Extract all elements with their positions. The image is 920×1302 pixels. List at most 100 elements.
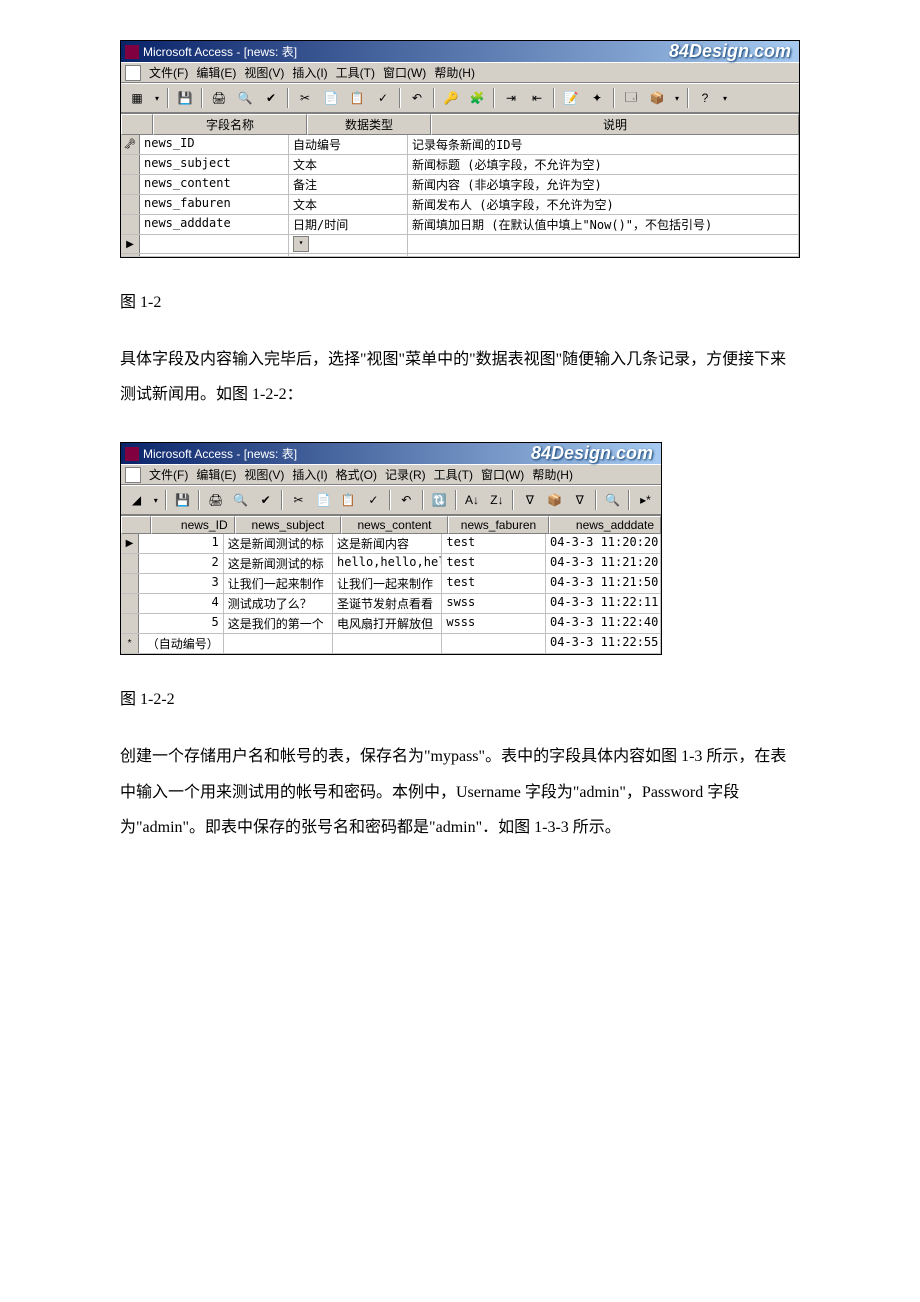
cell-type[interactable] (289, 254, 408, 256)
cell-desc[interactable] (408, 235, 799, 253)
tb-cut-icon[interactable]: ✂ (287, 488, 310, 512)
cell-date[interactable]: 04-3-3 11:20:20 (546, 534, 661, 553)
menu-records[interactable]: 记录(R) (385, 466, 426, 483)
cell-type[interactable]: 日期/时间 (289, 215, 408, 234)
cell-content[interactable]: 电风扇打开解放但 (333, 614, 442, 633)
cell-type[interactable]: 文本 (289, 195, 408, 214)
table-row[interactable]: news_adddate日期/时间新闻填加日期 (在默认值中填上"Now()"，… (121, 215, 799, 235)
tb-help-icon[interactable]: ? (693, 86, 717, 110)
cell-type[interactable]: 文本 (289, 155, 408, 174)
tb-spell-icon[interactable]: ✔ (259, 86, 283, 110)
tb-view-icon[interactable]: ▦ (125, 86, 149, 110)
cell-desc[interactable]: 新闻标题 (必填字段，不允许为空) (408, 155, 799, 174)
cell-id[interactable]: 3 (139, 574, 224, 593)
cell-subject[interactable]: 这是我们的第一个 (224, 614, 333, 633)
tb-view-drop[interactable]: ▾ (151, 86, 163, 110)
cell-id[interactable]: 1 (139, 534, 224, 553)
tb-sort-asc-icon[interactable]: A↓ (461, 488, 484, 512)
cell-content[interactable] (333, 634, 442, 653)
tb-key-icon[interactable]: 🔑 (439, 86, 463, 110)
table-row[interactable]: 4测试成功了么？圣诞节发射点看看swss04-3-3 11:22:11 (121, 594, 661, 614)
table-row[interactable]: 🗝news_ID自动编号记录每条新闻的ID号 (121, 135, 799, 155)
col-news-content[interactable]: news_content (341, 516, 448, 534)
cell-faburen[interactable]: test (442, 574, 546, 593)
cell-faburen[interactable] (442, 634, 546, 653)
tb-find-icon[interactable]: 🔍 (601, 488, 624, 512)
tb-goto-new-icon[interactable]: ▸* (634, 488, 657, 512)
cell-type[interactable]: 备注 (289, 175, 408, 194)
tb-format-icon[interactable]: ✓ (362, 488, 385, 512)
tb-filter-sel-icon[interactable]: ∇ (518, 488, 541, 512)
cell-faburen[interactable]: swss (442, 594, 546, 613)
row-selector[interactable]: * (121, 634, 139, 653)
table-row[interactable]: 5这是我们的第一个电风扇打开解放但wsss04-3-3 11:22:40 (121, 614, 661, 634)
tb-spell-icon[interactable]: ✔ (254, 488, 277, 512)
menu-file[interactable]: 文件(F) (149, 466, 188, 483)
tb-print-icon[interactable]: 🖨 (204, 488, 227, 512)
cell-date[interactable]: 04-3-3 11:21:20 (546, 554, 661, 573)
cell-subject[interactable]: 这是新闻测试的标 (224, 534, 333, 553)
menu-view[interactable]: 视图(V) (244, 466, 284, 483)
cell-name[interactable]: news_content (140, 175, 289, 194)
table-row[interactable]: news_subject文本新闻标题 (必填字段，不允许为空) (121, 155, 799, 175)
tb-view-icon[interactable]: ◢ (125, 488, 148, 512)
cell-id[interactable]: 2 (139, 554, 224, 573)
table-row[interactable]: 3让我们一起来制作让我们一起来制作test04-3-3 11:21:50 (121, 574, 661, 594)
row-selector[interactable] (121, 215, 140, 234)
dropdown-arrow-icon[interactable]: ▾ (293, 236, 309, 252)
table-row[interactable]: ▶1这是新闻测试的标这是新闻内容test04-3-3 11:20:20 (121, 534, 661, 554)
col-news-adddate[interactable]: news_adddate (549, 516, 661, 534)
cell-id[interactable]: 5 (139, 614, 224, 633)
cell-faburen[interactable]: test (442, 554, 546, 573)
cell-type[interactable]: 自动编号 (289, 135, 408, 154)
cell-subject[interactable]: 让我们一起来制作 (224, 574, 333, 593)
tb-insert-row-icon[interactable]: ⇥ (499, 86, 523, 110)
menu-format[interactable]: 格式(O) (336, 466, 377, 483)
col-description[interactable]: 说明 (431, 114, 799, 135)
tb-props-icon[interactable]: 📝 (559, 86, 583, 110)
tb-undo-icon[interactable]: ↶ (395, 488, 418, 512)
cell-subject[interactable]: 测试成功了么？ (224, 594, 333, 613)
cell-date[interactable]: 04-3-3 11:21:50 (546, 574, 661, 593)
menu-help[interactable]: 帮助(H) (532, 466, 573, 483)
cell-desc[interactable]: 新闻填加日期 (在默认值中填上"Now()"，不包括引号) (408, 215, 799, 234)
cell-name[interactable]: news_faburen (140, 195, 289, 214)
row-selector[interactable]: ▶ (121, 534, 139, 553)
tb-copy-icon[interactable]: 📄 (319, 86, 343, 110)
tb-sort-desc-icon[interactable]: Z↓ (485, 488, 508, 512)
table-row[interactable]: news_faburen文本新闻发布人 (必填字段，不允许为空) (121, 195, 799, 215)
tb-save-icon[interactable]: 💾 (173, 86, 197, 110)
cell-subject[interactable] (224, 634, 333, 653)
cell-content[interactable]: 让我们一起来制作 (333, 574, 442, 593)
cell-desc[interactable]: 新闻内容 (非必填字段，允许为空) (408, 175, 799, 194)
tb-new-icon[interactable]: 📦 (645, 86, 669, 110)
tb-save-icon[interactable]: 💾 (171, 488, 194, 512)
cell-name[interactable] (140, 235, 289, 253)
row-selector[interactable]: 🗝 (121, 135, 140, 154)
tb-preview-icon[interactable]: 🔍 (229, 488, 252, 512)
cell-id[interactable]: （自动编号） (139, 634, 224, 653)
row-selector[interactable] (121, 175, 140, 194)
cell-desc[interactable]: 新闻发布人 (必填字段，不允许为空) (408, 195, 799, 214)
col-data-type[interactable]: 数据类型 (307, 114, 431, 135)
tb-cut-icon[interactable]: ✂ (293, 86, 317, 110)
cell-date[interactable]: 04-3-3 11:22:55 (546, 634, 661, 653)
tb-view-drop[interactable]: ▾ (150, 488, 162, 512)
tb-copy-icon[interactable]: 📄 (312, 488, 335, 512)
tb-refresh-icon[interactable]: 🔃 (428, 488, 451, 512)
col-news-faburen[interactable]: news_faburen (448, 516, 549, 534)
menu-tools[interactable]: 工具(T) (336, 64, 375, 81)
cell-content[interactable]: hello,hello,hel (333, 554, 442, 573)
menu-tools[interactable]: 工具(T) (434, 466, 473, 483)
menu-edit[interactable]: 编辑(E) (196, 466, 236, 483)
tb-format-icon[interactable]: ✓ (371, 86, 395, 110)
cell-subject[interactable]: 这是新闻测试的标 (224, 554, 333, 573)
cell-name[interactable]: news_ID (140, 135, 289, 154)
row-selector[interactable] (121, 614, 139, 633)
tb-db-icon[interactable]: 🗔 (619, 86, 643, 110)
row-selector[interactable] (121, 195, 140, 214)
cell-name[interactable]: news_subject (140, 155, 289, 174)
cell-content[interactable]: 圣诞节发射点看看 (333, 594, 442, 613)
menu-insert[interactable]: 插入(I) (292, 64, 327, 81)
cell-id[interactable]: 4 (139, 594, 224, 613)
